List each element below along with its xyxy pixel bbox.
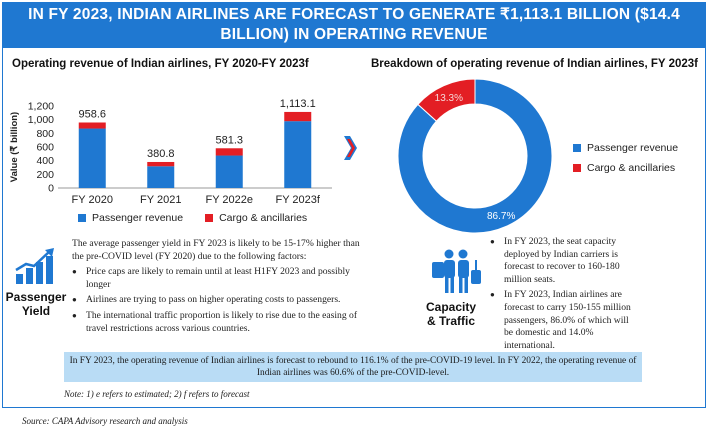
footnote: Note: 1) e refers to estimated; 2) f ref… (64, 389, 250, 399)
donut-legend-label-passenger: Passenger revenue (587, 142, 679, 154)
passenger-yield-text: The average passenger yield in FY 2023 i… (72, 238, 360, 338)
summary-callout: In FY 2023, the operating revenue of Ind… (64, 352, 642, 382)
y-tick-label: 1,200 (28, 101, 54, 113)
donut-legend-cargo: Cargo & ancillaries (573, 162, 675, 174)
legend-swatch-cargo (205, 214, 214, 222)
y-tick-label: 400 (36, 155, 54, 167)
source-citation: Source: CAPA Advisory research and analy… (22, 416, 188, 426)
capacity-traffic-label: Capacity & Traffic (418, 300, 484, 328)
donut-chart: 86.7% 13.3% (397, 78, 553, 234)
bar-passenger (147, 166, 175, 188)
divider-chevron-icon (344, 136, 357, 160)
headline-banner: IN FY 2023, INDIAN AIRLINES ARE FORECAST… (2, 2, 706, 48)
y-tick-label: 200 (36, 169, 54, 181)
legend-label-cargo: Cargo & ancillaries (219, 212, 308, 224)
travelers-icon (432, 249, 481, 293)
list-item: Airlines are trying to pass on higher op… (72, 294, 360, 307)
y-tick-label: 0 (48, 183, 54, 195)
donut-legend-passenger: Passenger revenue (573, 142, 678, 154)
y-tick-label: 1,000 (28, 114, 54, 126)
donut-swatch-cargo (573, 164, 581, 172)
bar-cargo (147, 161, 175, 167)
donut-chart-title: Breakdown of operating revenue of Indian… (371, 58, 698, 70)
bar-passenger (215, 155, 243, 188)
bar-chart-growth-icon (15, 248, 54, 284)
bar-total-label: 380.8 (147, 148, 175, 160)
bar-total-label: 1,113.1 (280, 98, 316, 110)
bar-total-label: 581.3 (215, 134, 243, 146)
passenger-yield-bullets: Price caps are likely to remain until at… (72, 266, 360, 335)
bar-cargo (215, 148, 243, 156)
passenger-yield-label-line2: Yield (21, 304, 51, 318)
bar-legend: Passenger revenue Cargo & ancillaries (78, 212, 307, 224)
bar-cargo (78, 122, 106, 129)
bar-passenger (284, 121, 312, 188)
x-tick-label: FY 2022e (205, 194, 253, 206)
bar-total-label: 958.6 (78, 108, 106, 120)
y-tick-label: 800 (36, 128, 54, 140)
x-tick-label: FY 2021 (140, 194, 181, 206)
list-item: In FY 2023, Indian airlines are forecast… (490, 289, 640, 352)
y-tick-label: 600 (36, 142, 54, 154)
list-item: In FY 2023, the seat capacity deployed b… (490, 236, 640, 286)
capacity-traffic-label-line2: & Traffic (426, 314, 475, 328)
donut-label-passenger: 86.7% (487, 211, 515, 222)
donut-swatch-passenger (573, 144, 581, 152)
capacity-traffic-text: In FY 2023, the seat capacity deployed b… (490, 236, 640, 355)
bar-cargo (284, 111, 312, 122)
capacity-traffic-bullets: In FY 2023, the seat capacity deployed b… (490, 236, 640, 352)
capacity-traffic-label-line1: Capacity (425, 300, 477, 314)
passenger-yield-label-line1: Passenger (5, 290, 67, 304)
legend-label-passenger: Passenger revenue (92, 212, 184, 224)
donut-legend-label-cargo: Cargo & ancillaries (587, 162, 676, 174)
y-axis-label: Value (₹ billion) (9, 112, 20, 182)
donut-slice-passenger (397, 78, 553, 234)
x-tick-label: FY 2023f (276, 194, 321, 206)
passenger-yield-intro: The average passenger yield in FY 2023 i… (72, 238, 360, 262)
legend-swatch-passenger (78, 214, 86, 222)
donut-slice-cargo (417, 78, 476, 122)
x-tick-label: FY 2020 (72, 194, 113, 206)
list-item: Price caps are likely to remain until at… (72, 266, 360, 291)
list-item: The international traffic proportion is … (72, 310, 360, 335)
passenger-yield-label: Passenger Yield (4, 290, 68, 318)
bar-chart-title: Operating revenue of Indian airlines, FY… (12, 58, 309, 70)
bar-passenger (78, 128, 106, 188)
donut-label-cargo: 13.3% (435, 93, 463, 104)
